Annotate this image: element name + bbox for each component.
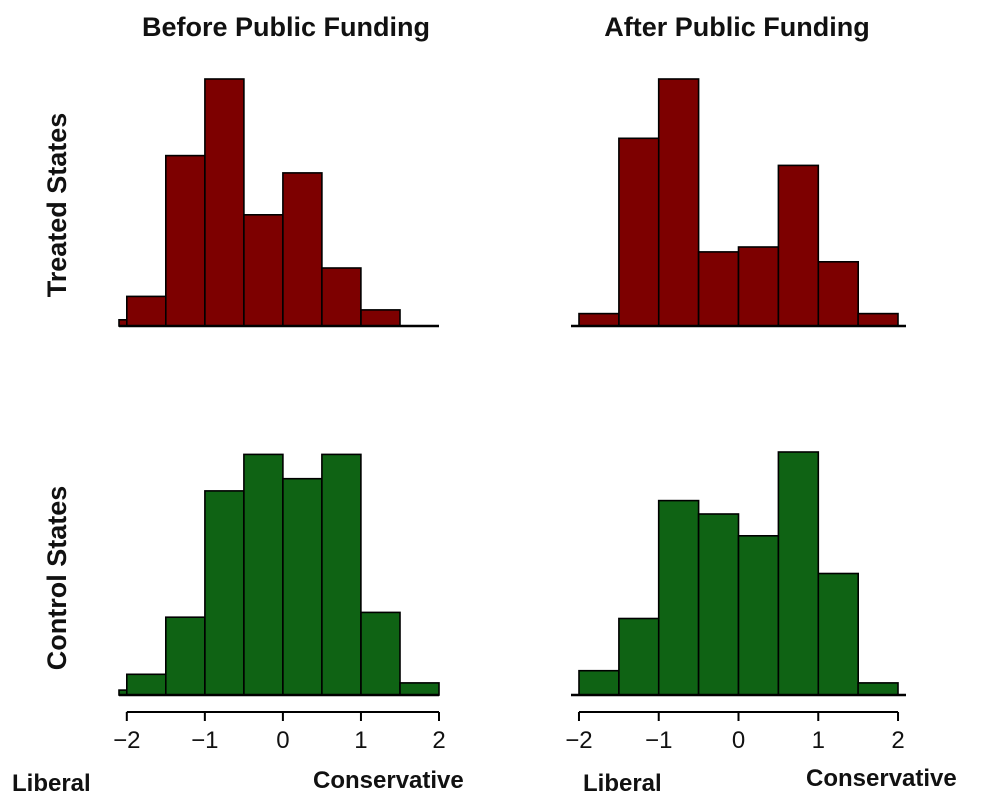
panel-treated-before: [118, 78, 439, 328]
histogram-bar-treated-after-5: [777, 164, 820, 327]
histogram-bar-control-before-7: [360, 611, 401, 696]
x-tick-label-control-after-4: 2: [891, 727, 904, 754]
histogram-bar-control-after-2: [657, 499, 700, 696]
histogram-bar-treated-after-3: [697, 251, 740, 327]
x-tick-label-control-before-2: 0: [276, 727, 289, 754]
histogram-bar-control-before-4: [243, 453, 284, 696]
panel-treated-after: [571, 78, 906, 328]
x-end-label-conservative-right: Conservative: [806, 765, 957, 792]
histogram-bar-treated-before-5: [282, 172, 323, 327]
histogram-bar-treated-after-1: [618, 137, 660, 327]
histogram-bar-treated-before-2: [165, 154, 206, 327]
histogram-bar-control-after-6: [817, 572, 859, 696]
column-title-before: Before Public Funding: [142, 12, 430, 42]
histogram-bar-control-before-6: [321, 453, 362, 696]
x-tick-label-control-before-4: 2: [432, 727, 445, 754]
histogram-bar-control-before-2: [165, 616, 206, 696]
histogram-bar-control-after-3: [697, 513, 740, 696]
x-tick-label-control-after-1: −1: [645, 727, 672, 754]
x-end-label-conservative-left: Conservative: [313, 767, 464, 794]
row-title-control: Control States: [42, 486, 72, 671]
x-tick-label-control-after-3: 1: [812, 727, 825, 754]
histogram-bar-treated-after-4: [737, 246, 780, 327]
x-tick-label-control-before-3: 1: [354, 727, 367, 754]
row-title-treated: Treated States: [42, 113, 72, 298]
x-tick-label-control-before-1: −1: [191, 727, 218, 754]
histogram-bar-control-after-0: [578, 669, 620, 696]
histogram-bar-treated-before-6: [321, 267, 362, 327]
histogram-bar-treated-after-2: [657, 78, 700, 327]
histogram-bar-treated-after-0: [578, 312, 620, 327]
histogram-bar-control-after-1: [618, 617, 660, 696]
histogram-bar-control-before-1: [126, 673, 167, 696]
histogram-bar-treated-after-6: [817, 260, 859, 327]
column-title-after: After Public Funding: [604, 12, 869, 42]
histogram-bar-treated-before-7: [360, 309, 401, 327]
histogram-bar-control-after-4: [737, 534, 780, 696]
x-end-label-liberal-left: Liberal: [12, 770, 91, 797]
histogram-bar-control-after-5: [777, 451, 820, 696]
x-tick-label-control-before-0: −2: [113, 727, 140, 754]
panel-control-before: −2 −1 0 1 2: [113, 453, 446, 754]
x-tick-label-control-after-0: −2: [565, 727, 592, 754]
histogram-bar-control-after-7: [857, 682, 899, 696]
histogram-bar-treated-after-7: [857, 312, 899, 327]
x-tick-label-control-after-2: 0: [732, 727, 745, 754]
x-end-label-liberal-right: Liberal: [583, 770, 662, 797]
histogram-bar-treated-before-3: [204, 78, 245, 327]
panel-control-after: −2 −1 0 1 2: [565, 451, 906, 754]
histogram-bar-control-before-3: [204, 490, 245, 696]
histogram-bar-treated-before-4: [243, 214, 284, 327]
histogram-bar-treated-before-1: [126, 295, 167, 327]
histogram-bar-control-before-8: [399, 682, 440, 696]
histogram-bar-control-before-5: [282, 477, 323, 696]
